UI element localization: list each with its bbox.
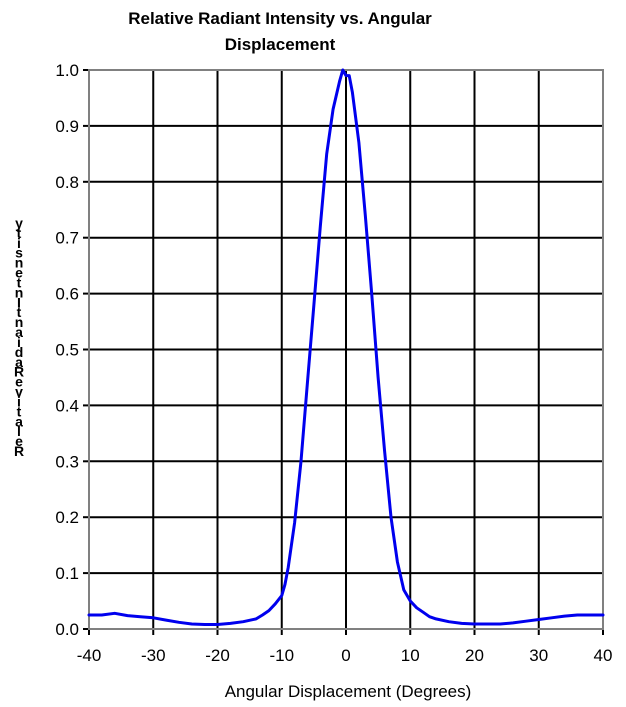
y-axis-label-char: e <box>15 265 23 281</box>
y-axis-label-char: a <box>15 413 23 429</box>
y-axis-label-char: t <box>17 403 22 419</box>
y-axis-label-char: y <box>15 215 23 231</box>
x-tick-label: 30 <box>529 646 548 665</box>
y-tick-label: 1.0 <box>55 61 79 80</box>
y-axis-label-char: a <box>15 354 23 370</box>
x-tick-labels: -40 -30 -20 -10 0 10 20 30 40 <box>77 646 613 665</box>
x-tick-label: 40 <box>594 646 613 665</box>
y-axis-label-char: n <box>15 255 24 271</box>
y-axis-label-char: t <box>17 274 22 290</box>
plot-area-border <box>88 69 604 630</box>
chart-title-line-1: Relative Radiant Intensity vs. Angular <box>128 9 432 28</box>
y-axis-label-char: d <box>15 344 24 360</box>
y-axis-label-char: t <box>17 225 22 241</box>
y-axis-label-char: s <box>15 245 23 261</box>
y-axis-label-char: i <box>17 393 21 409</box>
y-tick-labels: 0.0 0.1 0.2 0.3 0.4 0.5 0.6 0.7 0.8 0.9 1.0 <box>55 61 79 639</box>
y-axis-label-char: v <box>15 384 23 400</box>
y-tick-label: 0.5 <box>55 341 79 360</box>
y-tick-label: 0.8 <box>55 173 79 192</box>
y-axis-label-char: l <box>17 423 21 439</box>
y-tick-label: 0.3 <box>55 452 79 471</box>
y-tick-label: 0.0 <box>55 620 79 639</box>
x-tick-label: -40 <box>77 646 102 665</box>
y-axis-label-char: t <box>17 304 22 320</box>
y-axis-label-char: a <box>15 324 23 340</box>
y-tick-label: 0.7 <box>55 229 79 248</box>
x-tick-label: -10 <box>269 646 294 665</box>
x-tick-label: -20 <box>205 646 230 665</box>
y-axis-label-char: e <box>15 374 23 390</box>
x-tick-label: -30 <box>141 646 166 665</box>
x-tick-label: 0 <box>341 646 350 665</box>
y-axis-label-char: R <box>14 443 24 459</box>
y-axis-label-char: i <box>17 235 21 251</box>
y-tick-label: 0.2 <box>55 508 79 527</box>
y-tick-label: 0.9 <box>55 117 79 136</box>
y-axis-label-char: e <box>15 433 23 449</box>
y-tick-label: 0.1 <box>55 564 79 583</box>
chart-title-line-2: Displacement <box>225 35 336 54</box>
series-line <box>87 68 605 626</box>
x-axis-label: Angular Displacement (Degrees) <box>225 682 472 701</box>
y-axis-label-char: I <box>17 294 21 310</box>
y-tick-label: 0.6 <box>55 285 79 304</box>
y-tick-label: 0.4 <box>55 396 79 415</box>
y-axis-label-char: n <box>15 314 24 330</box>
y-axis-label-char: n <box>15 284 24 300</box>
x-tick-label: 10 <box>401 646 420 665</box>
y-axis-label-char: i <box>17 334 21 350</box>
y-axis-label-char: R <box>14 364 24 380</box>
x-tick-label: 20 <box>465 646 484 665</box>
